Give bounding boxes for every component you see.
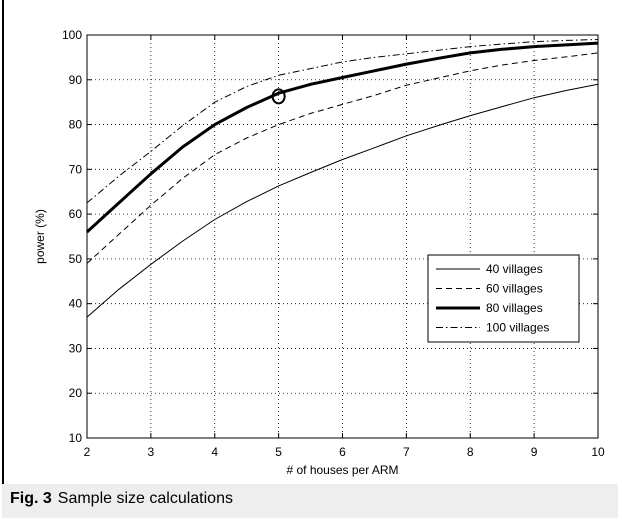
plot-frame [86,34,599,439]
legend-entry-label: 60 villages [486,282,543,296]
x-tick-label: 8 [467,445,474,459]
y-tick-label: 60 [69,207,83,221]
x-tick-label: 3 [148,445,155,459]
y-tick-label: 30 [69,341,83,355]
annotations [271,88,286,105]
series-line-2 [86,52,599,264]
y-tick-label: 50 [69,252,83,266]
x-tick-label: 10 [591,445,605,459]
chart: 2 3 4 5 6 7 8 9 10 10 20 30 40 50 60 70 80 90 100 # of hou… [33,28,605,477]
x-tick-label: 7 [403,445,410,459]
legend: 40 villages 60 villages 80 villages 100 vil… [427,254,580,343]
y-tick-label: 90 [69,73,83,87]
y-tick-label: 40 [69,297,83,311]
x-tick-label: 9 [531,445,538,459]
legend-entry-label: 80 villages [486,301,543,315]
x-tick-label: 2 [84,445,91,459]
caption-label: Fig. 3 [10,490,52,507]
legend-entry-label: 40 villages [486,262,543,276]
y-tick-label: 70 [69,162,83,176]
ticks: 2 3 4 5 6 7 8 9 10 10 20 30 40 50 60 70 80 90 100 [62,28,605,459]
grid [87,35,598,438]
series-line-4 [86,39,599,204]
caption-text: Sample size calculations [57,490,233,507]
series-line-1 [86,83,599,318]
series-line-3 [85,41,599,234]
x-axis-label: # of houses per ARM [286,463,398,477]
highlight-circle-marker [271,88,286,105]
y-tick-label: 100 [62,28,82,42]
y-tick-label: 20 [69,386,83,400]
x-tick-label: 6 [339,445,346,459]
series-lines [85,39,599,318]
legend-entry-label: 100 villages [486,321,549,335]
x-tick-label: 5 [275,445,282,459]
figure-caption: Fig. 3 Sample size calculations [2,484,618,518]
y-axis-label: power (%) [33,209,47,264]
x-tick-label: 4 [211,445,218,459]
figure-frame-left [2,0,4,486]
y-tick-label: 80 [69,118,83,132]
y-tick-label: 10 [69,431,83,445]
